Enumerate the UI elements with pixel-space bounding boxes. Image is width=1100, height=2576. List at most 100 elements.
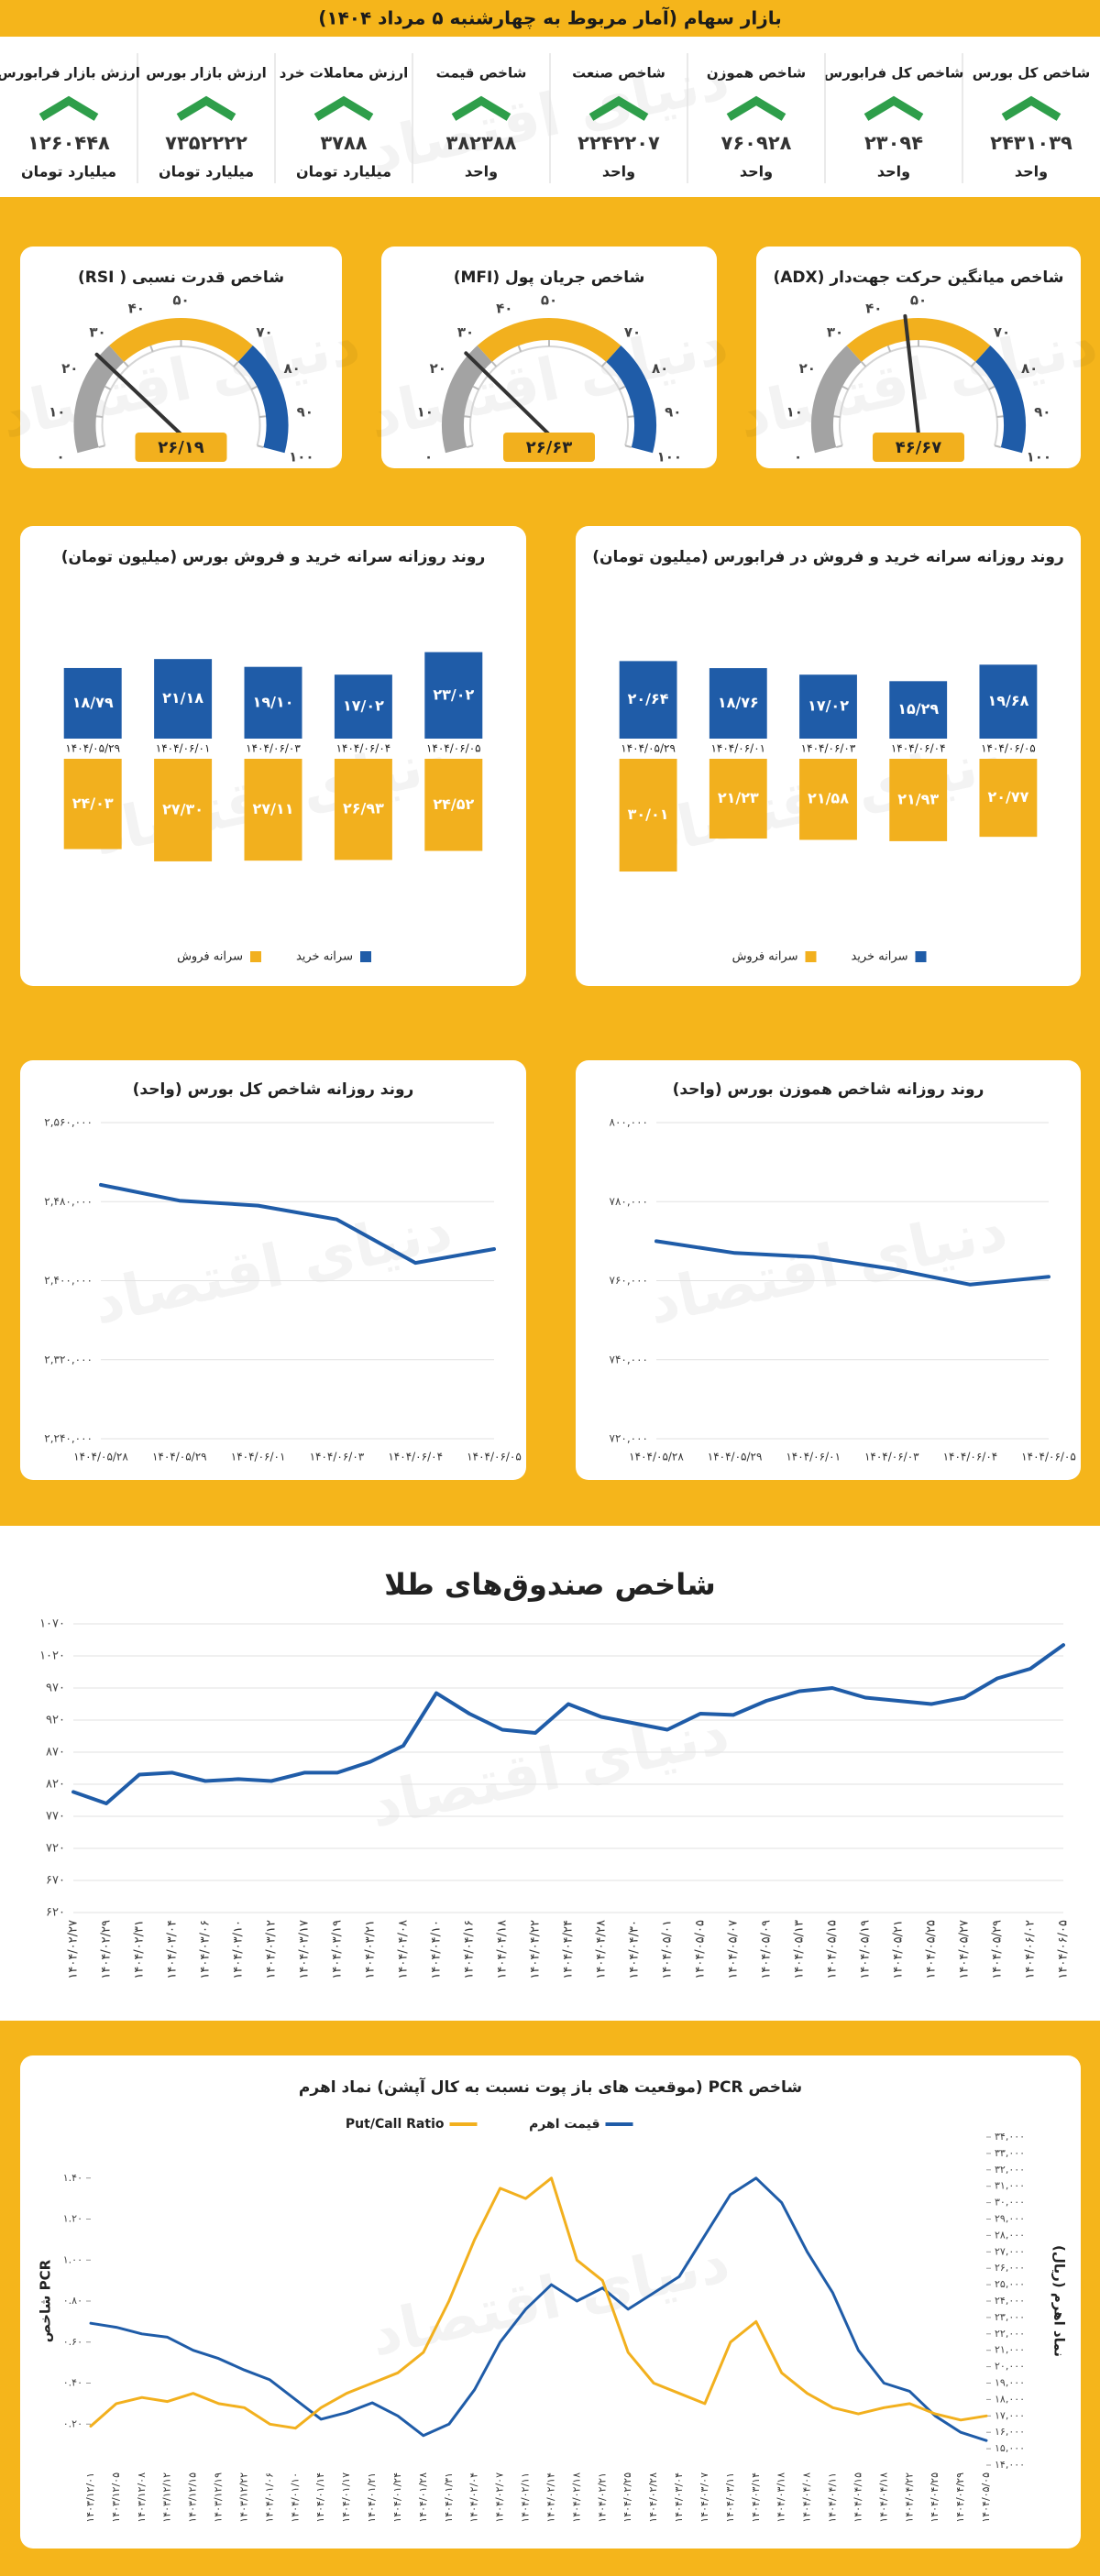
x-tick-label: ۱۴۰۴/۰۱/۳۱ [443,2472,455,2523]
card-arrow [1001,95,1062,121]
y2-tick-label: ۱۴,۰۰۰ [995,2459,1025,2471]
x-tick-label: ۱۴۰۴/۰۱/۲۱ [366,2472,378,2523]
gauge-tick-label: ۱۰۰ [289,449,314,466]
x-tick-label: ۱۴۰۳/۱۲/۱۵ [187,2472,199,2523]
y-tick-label: ۰.۸۰ [63,2295,82,2307]
card-value: ۳۸۲۳۸۸ [446,132,517,154]
gauge-tick-label: ۳۰ [827,323,843,340]
x-tick-label: ۱۴۰۴/۰۶/۰۵ [1057,1920,1071,1979]
card-value: ۱۲۶۰۴۴۸ [28,132,110,154]
bar-value-label: ۳۰/۰۱ [628,806,669,823]
card-arrow [864,95,924,121]
y2-tick-label: ۱۹,۰۰۰ [995,2377,1025,2389]
x-tick-label: ۱۴۰۴/۰۴/۳۰ [628,1920,642,1979]
x-tick-label: ۱۴۰۴/۰۲/۲۱ [596,2472,608,2523]
x-tick-label: ۱۴۰۴/۰۵/۰۵ [980,2472,992,2523]
gauge-tick [886,345,892,353]
x-tick-label: ۱۴۰۴/۰۶/۰۳ [246,742,301,755]
gauge-value-box [503,433,595,462]
card-arrow [451,95,512,121]
card-label: شاخص کل فرابورس [824,65,964,82]
card-label: شاخص کل بورس [973,65,1091,82]
gauge-tick [627,415,634,419]
x-tick-label: ۱۴۰۴/۰۳/۱۱ [724,2472,736,2523]
y-tick-label: ۸۷۰ [46,1746,65,1759]
x-tick-label: ۱۴۰۴/۰۵/۰۷ [727,1920,741,1979]
y2-tick-label: ۲۸,۰۰۰ [995,2229,1025,2241]
card-value: ۷۶۰۹۲۸ [721,132,792,154]
gauge-inner-arc [101,345,261,446]
gauge-tick [491,361,498,367]
bar [979,759,1038,838]
y-tick-label: ۶۷۰ [46,1874,65,1888]
card-arrow [176,95,236,121]
chart-title: شاخص صندوق‌های طلا [384,1567,715,1602]
card-unit: واحد [1015,163,1048,181]
bar-value-label: ۱۸/۷۶ [718,694,759,711]
gauge-inner-arc [839,345,998,446]
y-tick-label: ۱۰۷۰ [39,1617,65,1631]
gauge-tick-label: ۱۰ [49,403,65,420]
gauge-band [237,345,289,454]
y-tick-label: ۲,۵۶۰,۰۰۰ [44,1116,93,1129]
x-tick-label: ۱۴۰۴/۰۱/۲۴ [391,2472,403,2523]
gauge-tick-label: ۱۰۰ [657,449,682,466]
y2-tick-label: ۲۲,۰۰۰ [995,2328,1025,2340]
page-title: بازار سهام (آمار مربوط به چهارشنبه ۵ مرد… [318,6,782,30]
y2-tick-label: ۲۵,۰۰۰ [995,2278,1025,2290]
legend-swatch [915,951,927,962]
x-tick-label: ۱۴۰۴/۰۵/۲۸ [629,1451,684,1463]
card-unit: واحد [465,163,498,181]
gauge-tick [624,444,632,449]
gauge-tick-label: ۱۰ [417,403,434,420]
gauge-tick [472,385,479,390]
y2-tick-label: ۲۴,۰۰۰ [995,2295,1025,2307]
x-tick-label: ۱۴۰۴/۰۶/۰۳ [801,742,856,755]
bar [63,759,122,850]
y-tick-label: ۲,۳۲۰,۰۰۰ [44,1353,93,1365]
bar [334,759,392,860]
bar [154,659,213,739]
x-tick-label: ۱۴۰۴/۰۲/۱۴ [544,2472,556,2523]
gauge-tick [994,444,1002,449]
panel [381,247,717,468]
y-tick-label: ۱.۲۰ [63,2213,82,2225]
x-tick-label: ۱۴۰۴/۰۶/۰۵ [1021,1451,1076,1463]
card-value: ۲۲۴۲۲۰۷ [578,132,660,154]
x-tick-label: ۱۴۰۴/۰۱/۲۸ [417,2472,429,2523]
x-tick-label: ۱۴۰۴/۰۱/۰۶ [263,2472,275,2523]
bar-value-label: ۲۴/۵۲ [433,795,474,813]
x-tick-label: ۱۴۰۴/۰۶/۰۵ [981,742,1036,755]
chart-title: روند روزانه شاخص هموزن بورس (واحد) [673,1080,984,1099]
bar-value-label: ۲۰/۶۴ [628,690,669,707]
y2-tick-label: ۱۶,۰۰۰ [995,2426,1025,2438]
bar-value-label: ۱۸/۷۹ [72,694,114,711]
legend-label: سرانه فروش [177,950,243,964]
gauge-tick [149,345,154,353]
bar-value-label: ۲۷/۱۱ [253,800,294,817]
gauge-value-label: ۲۶/۱۹ [158,438,204,457]
x-tick-label: ۱۴۰۴/۰۶/۰۲ [1024,1920,1038,1979]
gauge-tick-label: ۲۰ [430,360,446,377]
y2-tick-label: ۳۲,۰۰۰ [995,2164,1025,2176]
panel [20,526,526,986]
x-tick-label: ۱۴۰۴/۰۵/۰۹ [760,1920,774,1979]
bar [619,759,677,872]
gauge-tick [233,361,239,367]
x-tick-label: ۱۴۰۳/۱۲/۰۵ [110,2472,122,2523]
gauge-tick-label: ۴۰ [128,301,145,317]
y2-tick-label: ۲۳,۰۰۰ [995,2311,1025,2323]
x-tick-label: ۱۴۰۴/۰۶/۰۵ [426,742,481,755]
legend-swatch [250,951,261,962]
x-tick-label: ۱۴۰۴/۰۳/۰۷ [698,2472,710,2523]
bar [154,759,213,861]
x-tick-label: ۱۴۰۴/۰۳/۲۱ [364,1920,378,1979]
card-label: ارزش بازار بورس [146,65,267,82]
y2-tick-label: ۱۷,۰۰۰ [995,2409,1025,2421]
y2-tick-label: ۳۱,۰۰۰ [995,2180,1025,2192]
gauge-value-label: ۲۶/۶۳ [526,438,573,457]
y-tick-label: ۱۰۲۰ [39,1650,65,1663]
x-tick-label: ۱۴۰۴/۰۶/۰۳ [310,1451,365,1463]
bar [709,759,767,839]
y2-tick-label: ۳۳,۰۰۰ [995,2147,1025,2159]
